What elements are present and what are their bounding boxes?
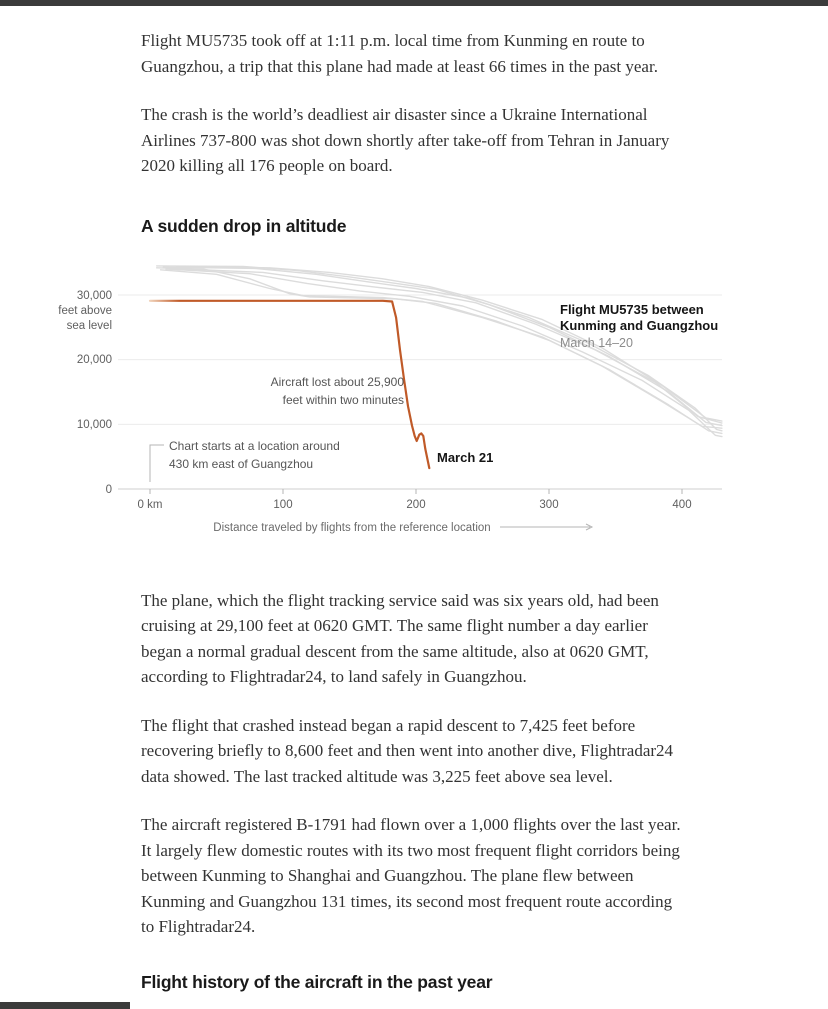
gridlines-layer <box>118 294 722 489</box>
x-tick-100: 100 <box>273 499 292 511</box>
top-border-bar <box>0 0 828 6</box>
x-tick-0km: 0 km <box>138 499 163 511</box>
paragraph-cruising: The plane, which the flight tracking ser… <box>141 590 659 687</box>
paragraph-deadliest: The crash is the world’s deadliest air d… <box>141 105 670 175</box>
bottom-border-bar <box>0 1002 130 1009</box>
legend-date-range: March 14–20 <box>560 336 633 350</box>
annotation-start-line1: Chart starts at a location around <box>169 439 340 453</box>
axis-ticks-layer <box>149 488 683 494</box>
x-axis-caption: Distance traveled by flights from the re… <box>213 522 490 534</box>
previous-flight-line <box>175 265 723 422</box>
previous-flight-line <box>159 268 723 429</box>
axis-direction-arrow-icon <box>500 523 594 530</box>
y-tick-30000: 30,000 <box>77 290 112 302</box>
y-axis-unit-line1: feet above <box>58 305 112 317</box>
y-axis-unit-line2: sea level <box>67 320 112 332</box>
paragraph-registration: The aircraft registered B-1791 had flown… <box>141 815 681 936</box>
previous-flight-line <box>165 267 723 437</box>
y-tick-10000: 10,000 <box>77 419 112 431</box>
paragraph-intro: Flight MU5735 took off at 1:11 p.m. loca… <box>141 31 658 76</box>
annotation-loss-line1: Aircraft lost about 25,900 <box>271 375 405 389</box>
y-tick-0: 0 <box>106 484 112 496</box>
annotation-start-bracket <box>149 444 164 482</box>
legend-title-line1: Flight MU5735 between <box>560 302 704 317</box>
previous-flight-line <box>162 266 723 432</box>
y-tick-20000: 20,000 <box>77 354 112 366</box>
annotation-loss-line2: feet within two minutes <box>283 393 404 407</box>
chart-title: A sudden drop in altitude <box>141 215 347 236</box>
previous-flight-line <box>169 267 723 424</box>
next-section-heading: Flight history of the aircraft in the pa… <box>141 971 493 992</box>
paragraph-descent: The flight that crashed instead began a … <box>141 715 674 786</box>
annotation-start-line2: 430 km east of Guangzhou <box>169 457 313 471</box>
x-tick-300: 300 <box>539 499 558 511</box>
x-tick-400: 400 <box>672 499 691 511</box>
flight-lines-layer <box>148 264 723 469</box>
label-march-21: March 21 <box>437 450 493 465</box>
legend-title-line2: Kunming and Guangzhou <box>560 318 718 333</box>
previous-flight-line <box>155 266 723 434</box>
x-tick-200: 200 <box>406 499 425 511</box>
altitude-chart-svg: 30,000 feet above sea level 20,000 10,00… <box>58 264 723 534</box>
flight-mu5735-line <box>148 299 431 469</box>
altitude-chart: 30,000 feet above sea level 20,000 10,00… <box>0 237 828 549</box>
